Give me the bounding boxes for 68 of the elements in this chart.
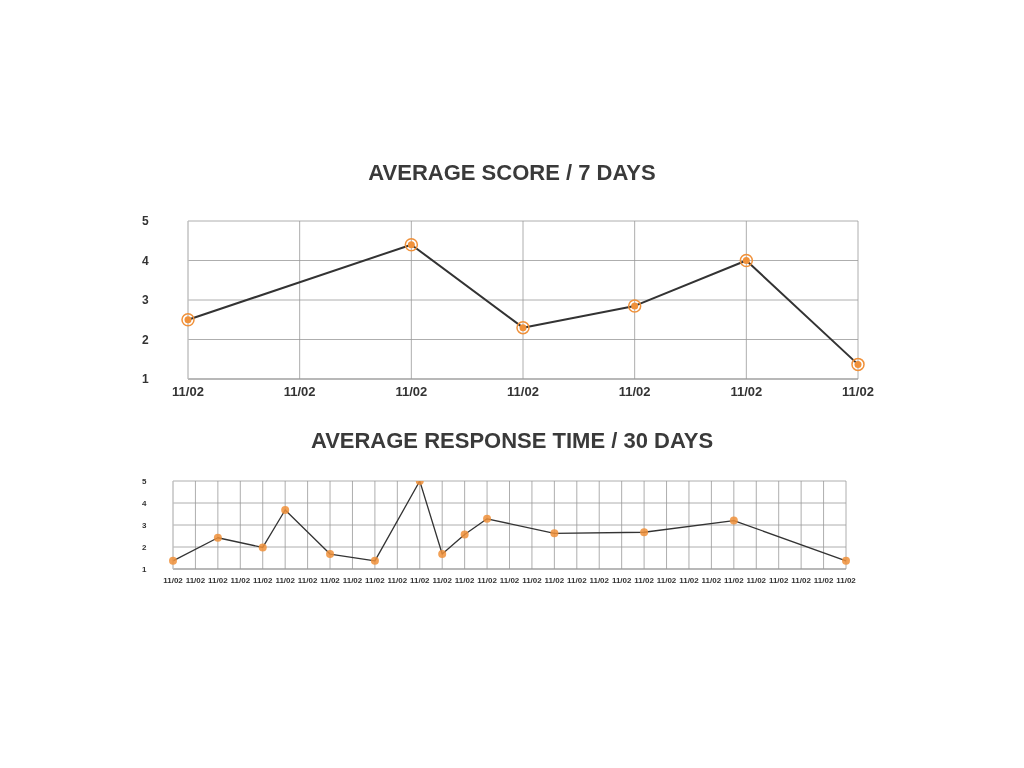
x-tick-label: 11/02 (813, 575, 834, 585)
x-tick-label: 11/02 (320, 575, 341, 585)
x-tick-label: 11/02 (342, 575, 363, 585)
y-tick-label: 3 (142, 520, 147, 530)
x-tick-label: 11/02 (283, 384, 316, 400)
point (281, 506, 290, 515)
x-tick-label: 11/02 (230, 575, 251, 585)
point (483, 514, 492, 523)
point (851, 357, 865, 372)
x-tick-label: 11/02 (634, 575, 655, 585)
x-tick-label: 11/02 (701, 575, 722, 585)
x-tick-label: 11/02 (522, 575, 543, 585)
chart-title: AVERAGE SCORE / 7 DAYS (367, 160, 657, 186)
point (169, 556, 177, 565)
x-tick-label: 11/02 (842, 384, 874, 400)
y-tick-label: 2 (142, 542, 147, 552)
x-tick-label: 11/02 (454, 575, 475, 585)
point (729, 516, 738, 525)
x-tick-label: 11/02 (679, 575, 700, 585)
x-tick-label: 11/02 (768, 575, 790, 585)
x-tick-label: 11/02 (275, 575, 296, 585)
point (404, 237, 419, 252)
x-tick-label: 11/02 (544, 575, 565, 585)
point (842, 556, 850, 565)
chart-title: AVERAGE RESPONSE TIME / 30 DAYS (309, 428, 715, 454)
x-tick-label: 11/02 (724, 575, 745, 585)
x-tick-label: 11/02 (172, 384, 204, 400)
y-tick-label: 4 (142, 498, 147, 508)
y-tick-label: 1 (142, 372, 149, 387)
y-tick-label: 5 (142, 476, 147, 486)
x-tick-label: 11/02 (409, 575, 431, 585)
x-tick-label: 11/02 (432, 575, 453, 585)
x-tick-label: 11/02 (499, 575, 520, 585)
point (460, 530, 469, 539)
x-tick-label: 11/02 (836, 575, 857, 585)
y-tick-label: 1 (142, 564, 147, 574)
x-tick-label: 11/02 (656, 575, 677, 585)
x-tick-label: 11/02 (611, 575, 633, 585)
point (550, 529, 559, 538)
point (370, 556, 379, 565)
y-tick-label: 5 (142, 214, 149, 229)
x-tick-label: 11/02 (618, 384, 651, 400)
x-tick-label: 11/02 (477, 575, 498, 585)
x-tick-label: 11/02 (297, 575, 318, 585)
point (438, 550, 447, 559)
y-tick-label: 4 (142, 253, 149, 268)
point (516, 320, 530, 335)
x-tick-label: 11/02 (163, 575, 184, 585)
x-tick-label: 11/02 (208, 575, 229, 585)
x-tick-label: 11/02 (387, 575, 408, 585)
x-tick-label: 11/02 (185, 575, 206, 585)
x-tick-label: 11/02 (589, 575, 610, 585)
point (627, 299, 642, 313)
point (258, 543, 267, 552)
x-tick-label: 11/02 (746, 575, 767, 585)
y-tick-label: 3 (142, 293, 149, 308)
point (213, 533, 222, 542)
point (640, 528, 649, 537)
x-tick-label: 11/02 (567, 575, 588, 585)
point (326, 550, 335, 559)
x-tick-label: 11/02 (507, 384, 539, 400)
y-tick-label: 2 (142, 332, 149, 347)
x-tick-label: 11/02 (730, 384, 763, 400)
x-tick-label: 11/02 (365, 575, 386, 585)
x-tick-label: 11/02 (252, 575, 274, 585)
point (739, 253, 754, 268)
x-tick-label: 11/02 (791, 575, 812, 585)
x-tick-label: 11/02 (395, 384, 428, 400)
